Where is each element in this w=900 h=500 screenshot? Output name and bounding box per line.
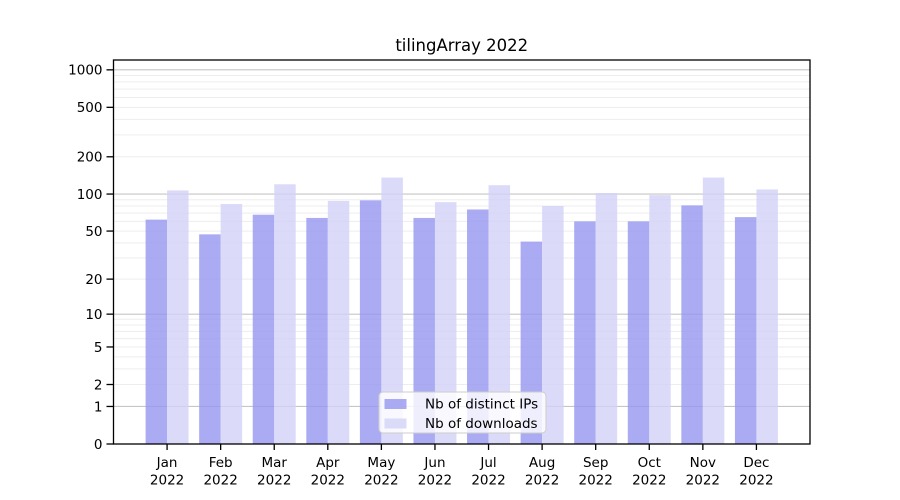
x-tick-label-month: Apr xyxy=(316,455,340,471)
y-axis: 0 1 2 5 10 20 50 100 200 500 1000 xyxy=(68,63,114,453)
x-tick-label-month: Oct xyxy=(638,455,661,471)
x-tick-label-year: 2022 xyxy=(739,473,773,489)
x-tick-label-month: Aug xyxy=(529,455,555,471)
bar-nb-of-distinct-ips-jan xyxy=(145,219,168,444)
bar-nb-of-downloads-may xyxy=(381,177,403,444)
x-tick-label-month: Jul xyxy=(479,455,496,471)
bar-nb-of-distinct-ips-jul xyxy=(467,209,489,444)
x-tick-label-year: 2022 xyxy=(579,473,613,489)
x-tick-label-month: Sep xyxy=(583,455,608,471)
bar-nb-of-distinct-ips-mar xyxy=(252,214,275,444)
x-tick-label-year: 2022 xyxy=(525,473,559,489)
chart-title: tilingArray 2022 xyxy=(395,36,528,55)
bar-nb-of-distinct-ips-feb xyxy=(199,234,221,444)
x-tick-label-year: 2022 xyxy=(632,473,666,489)
bar-nb-of-downloads-feb xyxy=(220,204,243,444)
x-tick-label-month: Jan xyxy=(156,455,178,471)
bar-nb-of-downloads-apr xyxy=(327,200,350,444)
bar-nb-of-downloads-aug xyxy=(542,206,564,444)
y-tick-label: 10 xyxy=(85,307,102,323)
y-tick-label: 1 xyxy=(94,399,103,415)
y-tick-label: 100 xyxy=(77,187,103,203)
x-axis: Jan 2022 Feb 2022 Mar 2022 Apr 2022 May 2022 Jun 20… xyxy=(150,444,774,489)
legend: Nb of distinct IPs Nb of downloads xyxy=(378,391,547,434)
y-tick-label: 50 xyxy=(85,224,102,240)
x-tick-label-year: 2022 xyxy=(364,473,398,489)
bar-nb-of-downloads-oct xyxy=(649,195,671,444)
legend-label-nb-of-downloads: Nb of downloads xyxy=(425,416,538,432)
bar-nb-of-downloads-jan xyxy=(167,190,189,444)
bar-nb-of-distinct-ips-may xyxy=(359,200,382,444)
x-tick-label-year: 2022 xyxy=(471,473,505,489)
bar-nb-of-distinct-ips-sep xyxy=(574,221,596,444)
bar-nb-of-downloads-dec xyxy=(756,189,778,444)
y-tick-label: 1000 xyxy=(68,63,102,79)
bar-nb-of-downloads-jul xyxy=(488,185,511,444)
x-tick-label-year: 2022 xyxy=(686,473,720,489)
y-tick-label: 0 xyxy=(94,437,103,453)
x-tick-label-month: May xyxy=(367,455,395,471)
bar-nb-of-downloads-mar xyxy=(274,184,296,444)
bar-nb-of-downloads-jun xyxy=(434,202,457,444)
y-tick-label: 500 xyxy=(77,100,103,116)
bar-nb-of-downloads-nov xyxy=(702,177,725,444)
bars xyxy=(145,177,778,444)
legend-box xyxy=(378,391,547,434)
legend-swatch-nb-of-downloads xyxy=(384,418,407,429)
x-tick-label-month: Nov xyxy=(690,455,716,471)
bar-nb-of-downloads-sep xyxy=(595,192,618,444)
bar-nb-of-distinct-ips-apr xyxy=(306,217,328,444)
y-tick-label: 200 xyxy=(77,150,103,166)
x-tick-label-year: 2022 xyxy=(257,473,291,489)
legend-swatch-nb-of-distinct-ips xyxy=(384,399,407,409)
bar-nb-of-distinct-ips-nov xyxy=(681,205,703,444)
y-tick-label: 5 xyxy=(94,340,103,356)
x-tick-label-year: 2022 xyxy=(203,473,237,489)
bar-nb-of-distinct-ips-dec xyxy=(734,217,757,444)
x-tick-label-month: Mar xyxy=(261,455,287,471)
legend-label-nb-of-distinct-ips: Nb of distinct IPs xyxy=(425,397,538,413)
bar-nb-of-distinct-ips-oct xyxy=(627,221,650,444)
x-tick-label-month: Feb xyxy=(209,455,233,471)
y-tick-label: 20 xyxy=(85,272,102,288)
bar-nb-of-distinct-ips-jun xyxy=(413,217,435,444)
plot-frame xyxy=(112,59,811,445)
x-tick-label-month: Jun xyxy=(423,455,445,471)
x-tick-label-year: 2022 xyxy=(311,473,345,489)
y-tick-label: 2 xyxy=(94,377,103,393)
x-tick-label-year: 2022 xyxy=(150,473,184,489)
plot-border xyxy=(112,59,811,445)
x-tick-label-year: 2022 xyxy=(418,473,452,489)
x-tick-label-month: Dec xyxy=(743,455,769,471)
